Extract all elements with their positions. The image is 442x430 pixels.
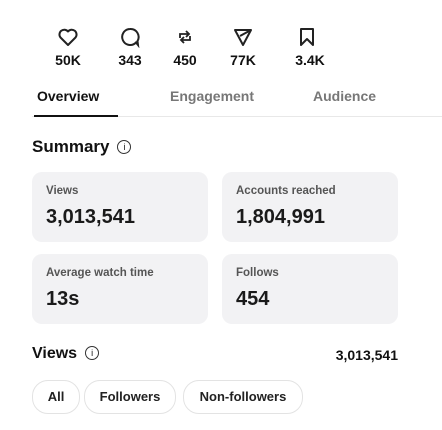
stat-count: 450 (173, 52, 197, 68)
tab-underline (34, 115, 118, 117)
card-value: 3,013,541 (46, 206, 135, 228)
metric-card: Follows 454 (222, 254, 398, 324)
tab[interactable]: Audience (313, 88, 377, 104)
section-title: Summary i (32, 137, 132, 157)
section-title: Views i (32, 345, 100, 363)
card-label: Average watch time (46, 267, 154, 279)
save-icon (300, 28, 314, 46)
info-icon[interactable]: i (117, 140, 132, 154)
tab[interactable]: Overview (37, 88, 100, 104)
filter-chip[interactable]: Non-followers (183, 380, 303, 414)
card-label: Follows (236, 267, 279, 279)
section-title-text: Summary (32, 137, 110, 156)
metric-card: Views 3,013,541 (32, 172, 208, 242)
repost-icon (179, 30, 191, 44)
divider (32, 116, 442, 117)
views-total: 3,013,541 (335, 347, 398, 363)
metric-card: Average watch time 13s (32, 254, 208, 324)
filter-chip[interactable]: Followers (84, 380, 176, 414)
stat-count: 3.4K (295, 52, 325, 68)
card-value: 454 (236, 288, 270, 310)
tab[interactable]: Engagement (170, 88, 255, 104)
section-title-text: Views (32, 345, 78, 362)
card-label: Accounts reached (236, 185, 336, 197)
like-icon (58, 28, 78, 46)
card-value: 1,804,991 (236, 206, 325, 228)
comment-icon (121, 28, 140, 48)
stat-count: 50K (55, 52, 81, 68)
stat-count: 77K (230, 52, 256, 68)
stat-count: 343 (118, 52, 142, 68)
info-icon[interactable]: i (85, 346, 100, 360)
card-value: 13s (46, 288, 80, 310)
filter-chip[interactable]: All (32, 380, 80, 414)
share-icon (234, 29, 252, 46)
card-label: Views (46, 185, 79, 197)
metric-card: Accounts reached 1,804,991 (222, 172, 398, 242)
